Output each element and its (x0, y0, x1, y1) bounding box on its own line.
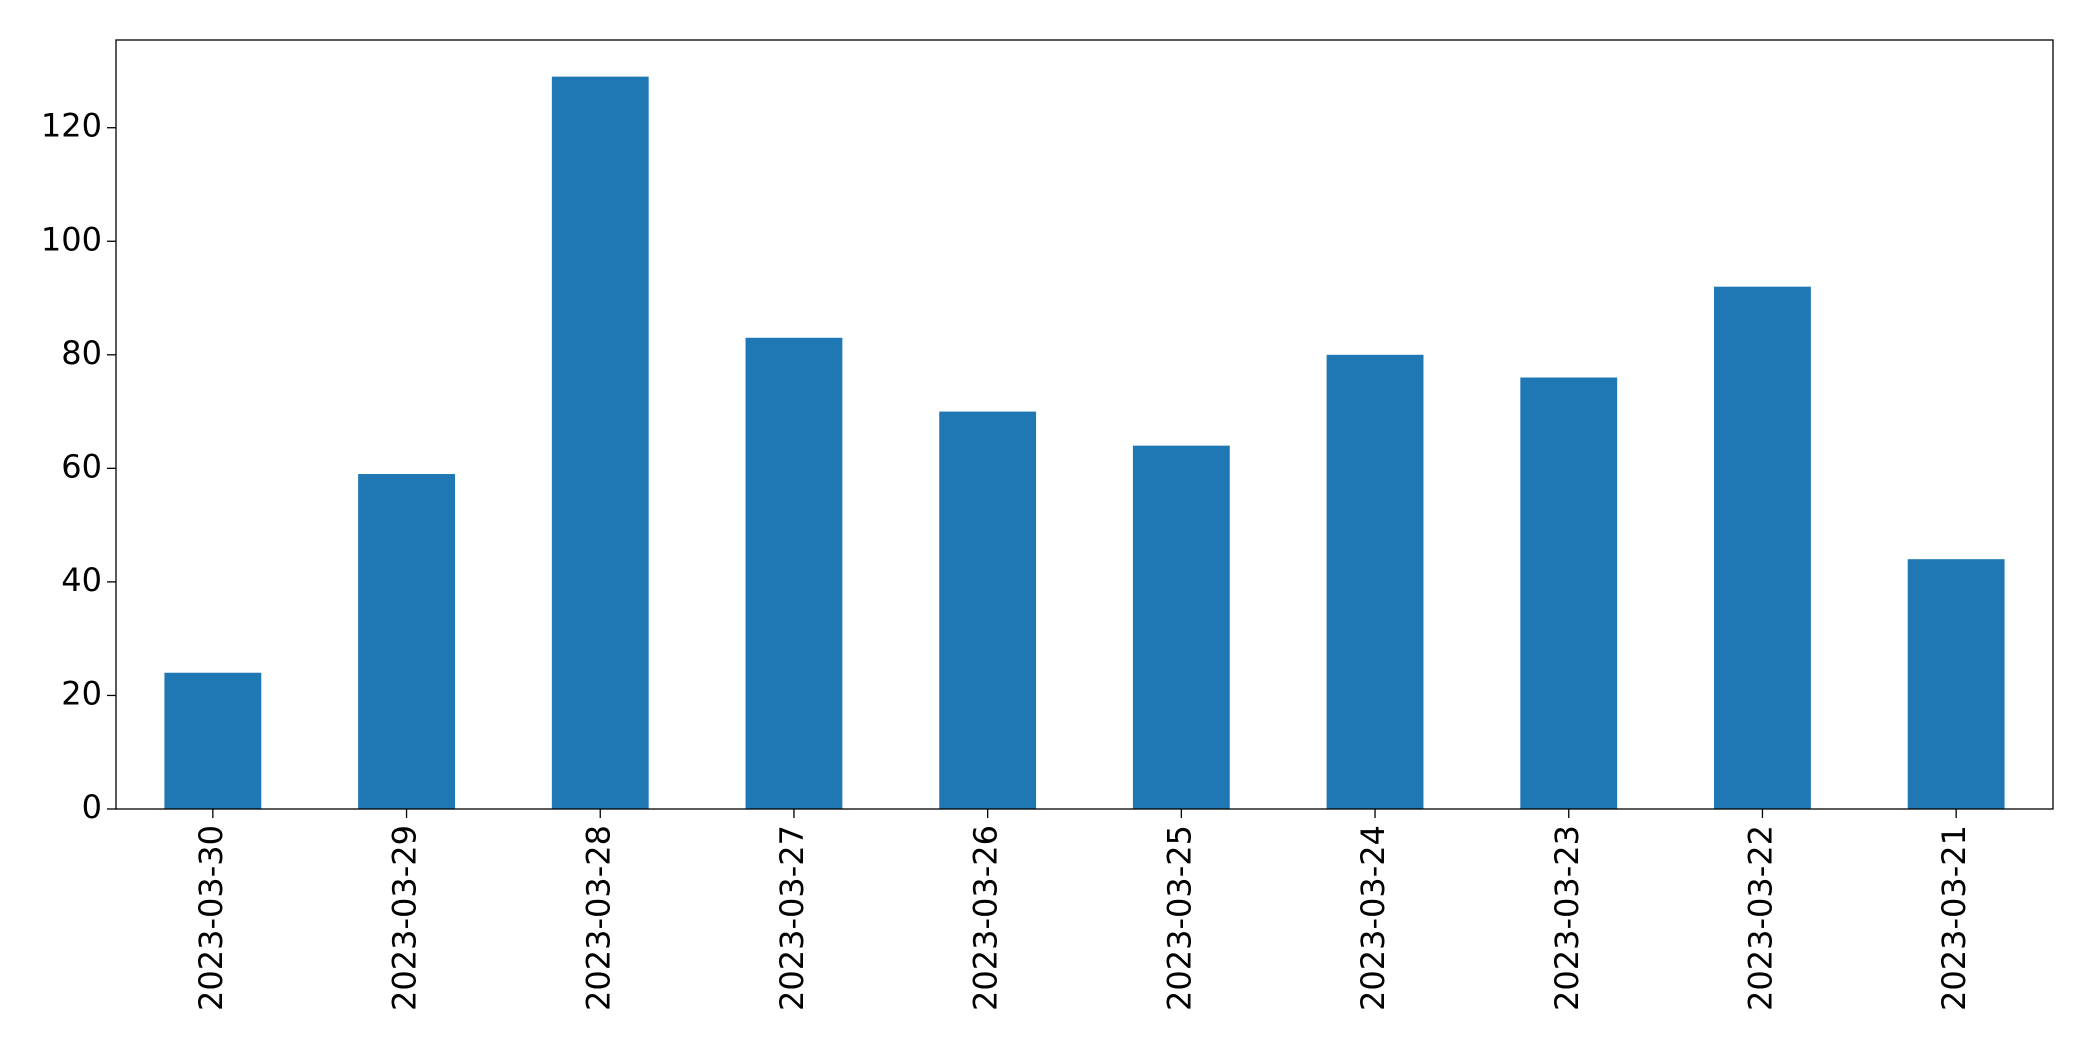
y-tick-label: 80 (61, 334, 102, 372)
bar (745, 337, 843, 809)
x-tick-label: 2023-03-25 (1160, 825, 1198, 1011)
y-tick-label: 100 (41, 220, 102, 258)
x-tick-label: 2023-03-26 (967, 825, 1005, 1011)
x-tick-label: 2023-03-24 (1354, 825, 1392, 1011)
bar (1132, 445, 1230, 809)
bar (939, 411, 1037, 809)
x-tick-label: 2023-03-29 (386, 825, 424, 1011)
bar (164, 672, 262, 809)
y-tick-label: 0 (82, 788, 102, 826)
y-tick-label: 120 (41, 107, 102, 145)
y-tick-label: 60 (61, 447, 102, 485)
x-tick-label: 2023-03-23 (1548, 825, 1586, 1011)
y-tick-label: 40 (61, 561, 102, 599)
x-tick-label: 2023-03-27 (773, 825, 811, 1011)
bar (1907, 559, 2005, 809)
axes-frame (115, 39, 2054, 810)
bar (1326, 354, 1424, 809)
bar (1714, 286, 1811, 810)
bar (358, 474, 455, 809)
bar (551, 76, 649, 810)
x-tick-label: 2023-03-28 (579, 825, 617, 1011)
x-tick-label: 2023-03-21 (1935, 825, 1973, 1011)
bar (1520, 377, 1618, 809)
y-tick-label: 20 (61, 674, 102, 712)
x-tick-label: 2023-03-22 (1741, 825, 1779, 1011)
x-tick-label: 2023-03-30 (192, 825, 230, 1011)
